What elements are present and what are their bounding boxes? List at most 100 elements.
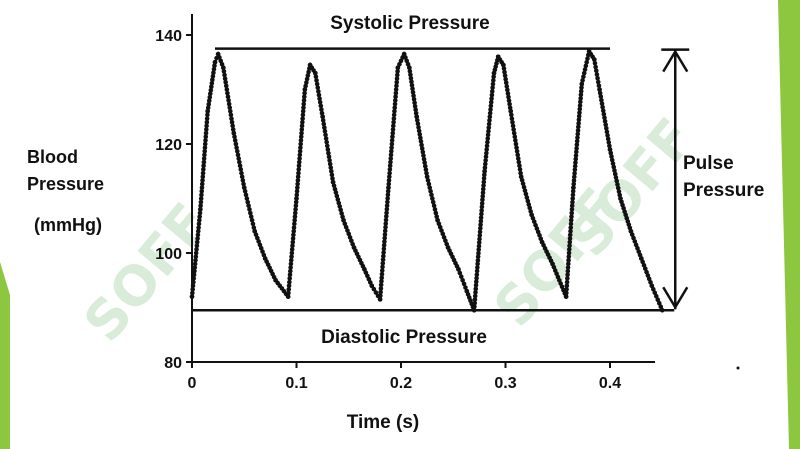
series-dot xyxy=(430,196,435,201)
series-dot xyxy=(474,268,480,274)
series-dot xyxy=(512,134,518,140)
series-dot xyxy=(239,174,245,179)
series-dot xyxy=(295,181,300,187)
series-dot xyxy=(415,121,421,127)
series-dot xyxy=(251,225,257,230)
series-dot xyxy=(483,154,489,160)
series-dot xyxy=(423,167,429,172)
series-dot xyxy=(298,145,303,150)
series-dot xyxy=(222,72,227,78)
series-dot xyxy=(410,89,416,95)
series-dot xyxy=(602,118,608,124)
series-dot xyxy=(329,168,334,174)
x-tick-label: 0.1 xyxy=(285,375,307,392)
series-dot xyxy=(394,83,399,89)
series-dot xyxy=(503,80,509,86)
series-dot xyxy=(425,178,431,183)
series-dot xyxy=(322,125,327,130)
series-dot xyxy=(394,72,400,78)
series-dot xyxy=(596,83,602,89)
series-dot xyxy=(338,207,343,213)
series-dot xyxy=(193,257,198,263)
series-dot xyxy=(602,115,607,121)
series-dot xyxy=(460,277,465,283)
series-dot xyxy=(333,190,339,195)
series-dot xyxy=(478,225,483,231)
data-point xyxy=(252,228,257,234)
series-dot xyxy=(517,167,523,172)
series-dot xyxy=(199,188,205,194)
series-dot xyxy=(247,207,252,212)
series-dot xyxy=(209,84,214,90)
series-dot xyxy=(301,105,306,110)
series-dot xyxy=(300,116,305,121)
series-dot xyxy=(190,283,196,289)
x-tick-label: 0.3 xyxy=(494,375,516,392)
series-dot xyxy=(599,101,605,106)
series-dot xyxy=(473,279,479,285)
series-dot xyxy=(212,63,217,69)
series-dot xyxy=(575,135,580,140)
y-tick-label: 140 xyxy=(155,28,182,45)
series-dot xyxy=(393,94,398,100)
series-dot xyxy=(385,199,390,205)
data-point xyxy=(495,54,501,60)
series-dot xyxy=(197,218,202,223)
series-dot xyxy=(303,83,308,89)
series-dot xyxy=(567,243,572,249)
series-dot xyxy=(197,214,202,219)
y-ticks: 80 100 120 140 xyxy=(155,28,192,372)
series-dot xyxy=(580,78,585,83)
series-dot xyxy=(200,178,205,183)
series-dot xyxy=(381,253,386,259)
series-dot xyxy=(390,130,396,136)
series-dot xyxy=(242,188,248,194)
data-point xyxy=(464,288,470,294)
series-dot xyxy=(568,225,574,230)
series-dot xyxy=(487,110,493,116)
series-dot xyxy=(380,264,385,270)
series-dot xyxy=(473,286,479,292)
series-dot xyxy=(249,218,255,223)
series-dot xyxy=(287,272,293,278)
series-dot xyxy=(511,130,517,136)
series-dot xyxy=(390,127,396,132)
series-dot xyxy=(486,125,492,130)
series-dot xyxy=(509,116,515,121)
series-dot xyxy=(204,116,210,121)
series-dot xyxy=(319,107,324,112)
series-dot xyxy=(650,286,656,292)
series-dot xyxy=(568,221,574,227)
x-axis-label: Time (s) xyxy=(347,412,420,433)
series-dot xyxy=(567,239,573,245)
data-point xyxy=(198,207,203,212)
data-point xyxy=(320,114,325,120)
series-dot xyxy=(389,138,395,143)
series-dot xyxy=(427,185,433,190)
series-dot xyxy=(211,70,216,76)
pulse-pressure-label-line1: Pulse xyxy=(683,153,734,174)
series-dot xyxy=(288,265,293,270)
series-dot xyxy=(571,178,577,183)
series-dot xyxy=(617,192,623,198)
series-dot xyxy=(292,210,298,216)
series-dot xyxy=(475,265,480,270)
series-dot xyxy=(287,276,292,281)
series-dot xyxy=(244,196,250,201)
series-dot xyxy=(604,129,610,135)
series-dot xyxy=(510,123,516,129)
series-dot xyxy=(570,196,575,201)
series-dot xyxy=(481,179,487,185)
series-dot xyxy=(416,128,422,134)
series-dot xyxy=(305,73,311,78)
data-point xyxy=(471,307,477,313)
series-layer xyxy=(189,49,665,313)
series-dot xyxy=(304,80,309,85)
series-dot xyxy=(378,289,383,295)
series-dot xyxy=(202,145,208,150)
series-dot xyxy=(485,136,491,141)
series-dot xyxy=(200,170,206,176)
series-dot xyxy=(293,199,299,205)
series-dot xyxy=(291,232,296,238)
series-dot xyxy=(577,103,583,108)
